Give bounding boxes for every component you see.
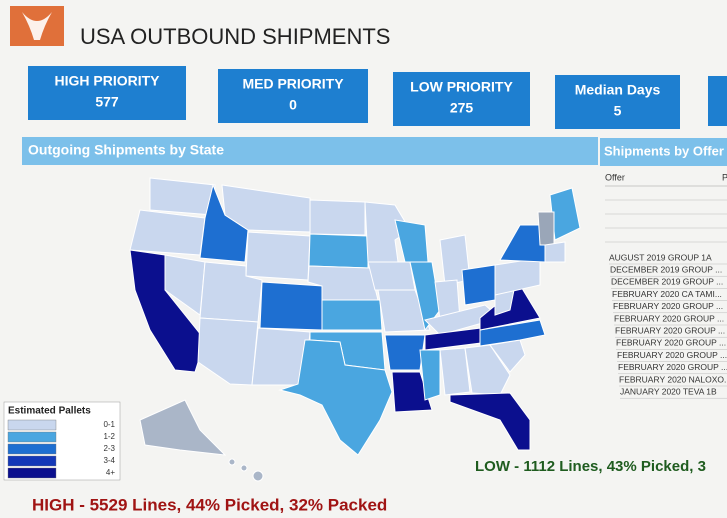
kpi-value: 275 xyxy=(450,100,474,116)
state xyxy=(139,399,227,456)
offer-name: DECEMBER 2019 GROUP ... xyxy=(611,277,723,287)
legend-swatch xyxy=(7,419,57,431)
legend-label: 4+ xyxy=(106,468,115,477)
kpi-value: 577 xyxy=(95,94,119,110)
legend-label: 1-2 xyxy=(103,432,115,441)
offers-panel-header xyxy=(600,138,727,166)
kpi-label: MED PRIORITY xyxy=(242,76,344,92)
offer-name: FEBRUARY 2020 GROUP ... xyxy=(616,338,726,348)
state xyxy=(129,209,206,256)
legend-swatch xyxy=(7,467,57,479)
kpi-row: HIGH PRIORITY 577 MED PRIORITY 0 LOW PRIORIT… xyxy=(28,66,680,129)
footer-low: LOW - 1112 Lines, 43% Picked, 3 xyxy=(475,458,706,475)
state xyxy=(309,199,366,236)
column-header: Offer xyxy=(605,172,625,182)
offer-name: FEBRUARY 2020 NALOXO... xyxy=(619,374,727,384)
map-panel-header xyxy=(22,137,598,165)
map-panel-title: Outgoing Shipments by State xyxy=(28,142,224,158)
page-title: USA OUTBOUND SHIPMENTS xyxy=(80,24,390,49)
offer-name: FEBRUARY 2020 GROUP ... xyxy=(617,350,727,360)
kpi-label: Median Days xyxy=(575,82,661,98)
kpi-label: LOW PRIORITY xyxy=(410,79,513,95)
kpi-card-partial xyxy=(708,76,727,126)
offer-name: FEBRUARY 2020 GROUP ... xyxy=(615,325,725,335)
kpi-label: HIGH PRIORITY xyxy=(54,73,160,89)
legend-title: Estimated Pallets xyxy=(8,406,91,417)
offer-name: FEBRUARY 2020 GROUP ... xyxy=(613,301,723,311)
state xyxy=(384,334,426,371)
offer-name: FEBRUARY 2020 GROUP ... xyxy=(618,362,727,372)
state xyxy=(439,347,471,396)
legend-swatch xyxy=(7,443,57,455)
offers-panel-title: Shipments by Offer xyxy=(604,143,724,158)
state xyxy=(377,289,431,333)
state xyxy=(419,349,441,401)
offers-table: Offer P AUGUST 2019 GROUP 1A DECEMBER 201… xyxy=(605,172,727,399)
state xyxy=(240,464,248,472)
legend-swatch xyxy=(7,455,57,467)
state xyxy=(308,233,369,269)
state xyxy=(278,339,393,456)
offer-name: JANUARY 2020 TEVA 1B xyxy=(620,386,717,396)
state xyxy=(544,241,566,263)
legend-label: 2-3 xyxy=(103,444,115,453)
offer-name: AUGUST 2019 GROUP 1A xyxy=(609,252,712,262)
legend: Estimated Pallets 0-1 1-2 2-3 3-4 4+ xyxy=(3,401,121,481)
state xyxy=(259,281,324,331)
offer-name: DECEMBER 2019 GROUP ... xyxy=(610,264,722,274)
kpi-card xyxy=(28,66,186,120)
column-header: P xyxy=(722,172,727,182)
state xyxy=(367,261,416,291)
state xyxy=(461,264,496,306)
legend-label: 0-1 xyxy=(103,420,115,429)
us-map xyxy=(129,177,581,482)
state xyxy=(245,231,311,281)
state xyxy=(391,371,433,413)
offer-name: FEBRUARY 2020 GROUP ... xyxy=(614,313,724,323)
kpi-card xyxy=(393,72,530,126)
legend-label: 3-4 xyxy=(103,456,115,465)
state xyxy=(221,184,311,233)
logo xyxy=(10,6,64,46)
state xyxy=(449,392,531,451)
kpi-value: 5 xyxy=(614,103,622,119)
state xyxy=(197,317,259,386)
kpi-value: 0 xyxy=(289,97,297,113)
state xyxy=(252,470,264,482)
offer-name: FEBRUARY 2020 CA TAMI... xyxy=(612,289,722,299)
kpi-card xyxy=(555,75,680,129)
state xyxy=(321,299,383,331)
legend-swatch xyxy=(7,431,57,443)
state xyxy=(149,177,216,216)
state xyxy=(479,319,546,347)
kpi-card xyxy=(218,69,368,123)
state xyxy=(537,211,555,246)
footer-high: HIGH - 5529 Lines, 44% Picked, 32% Packe… xyxy=(32,495,387,514)
state xyxy=(228,458,236,466)
